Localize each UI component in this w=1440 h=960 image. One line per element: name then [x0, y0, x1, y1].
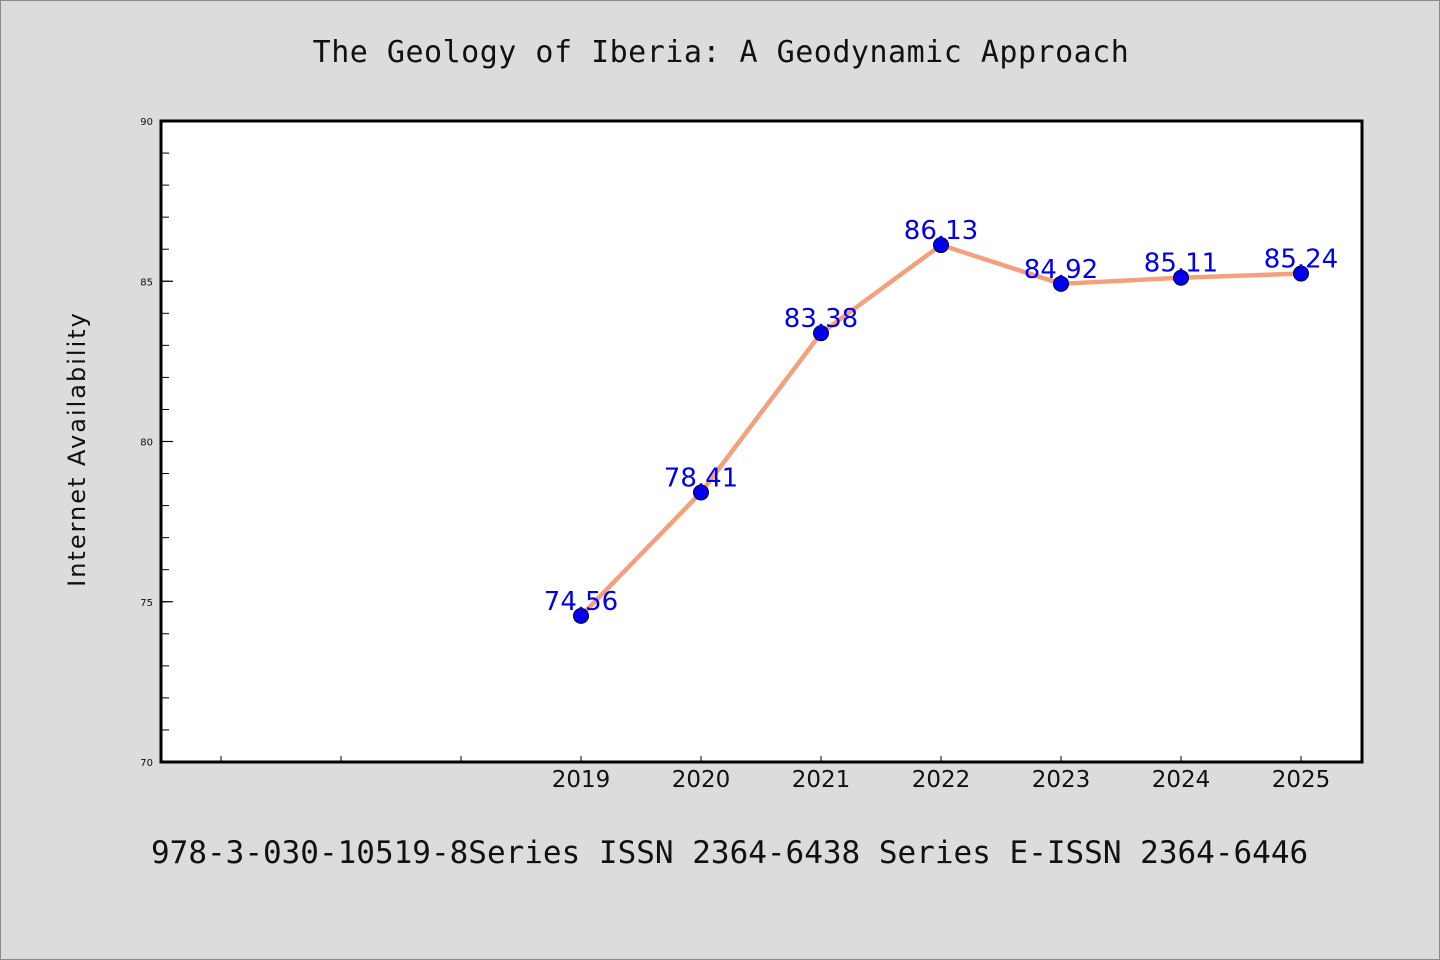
data-label: 84.92 [1024, 255, 1098, 285]
data-markers [573, 237, 1309, 624]
chart-title: The Geology of Iberia: A Geodynamic Appr… [312, 35, 1130, 70]
data-label: 74.56 [544, 587, 618, 617]
data-point [1173, 269, 1189, 286]
data-point [813, 325, 829, 342]
data-label: 86.13 [904, 216, 978, 246]
plot-frame [159, 119, 1364, 764]
data-label: 78.41 [664, 463, 738, 493]
y-tick-label: 75 [140, 598, 153, 609]
plot-area [161, 121, 1362, 762]
data-point [933, 237, 949, 254]
data-point [1053, 275, 1069, 292]
x-tick-label: 2024 [1152, 767, 1211, 793]
data-point [693, 484, 709, 501]
y-tick-label: 80 [140, 438, 153, 449]
footer-isbn-text: 978-3-030-10519-8Series ISSN 2364-6438 S… [151, 835, 1309, 871]
x-tick-label: 2025 [1272, 767, 1331, 793]
x-tick-label: 2019 [552, 767, 611, 793]
axis-ticks: 70 75 80 85 90 2019 2020 2021 2022 2023 2024 2025 [140, 117, 1330, 793]
x-tick-label: 2020 [672, 767, 731, 793]
data-label: 85.24 [1264, 245, 1338, 275]
x-tick-label: 2022 [912, 767, 971, 793]
y-tick-label: 90 [140, 117, 153, 128]
data-point [1293, 265, 1309, 282]
y-tick-label: 85 [140, 277, 153, 288]
x-tick-label: 2023 [1032, 767, 1091, 793]
x-tick-label: 2021 [792, 767, 851, 793]
data-labels: 74.56 78.41 83.38 86.13 84.92 85.11 85.24 [544, 216, 1338, 617]
data-label: 83.38 [784, 304, 858, 334]
data-label: 85.11 [1144, 249, 1218, 279]
data-point [573, 607, 589, 624]
y-tick-label: 70 [140, 758, 153, 769]
